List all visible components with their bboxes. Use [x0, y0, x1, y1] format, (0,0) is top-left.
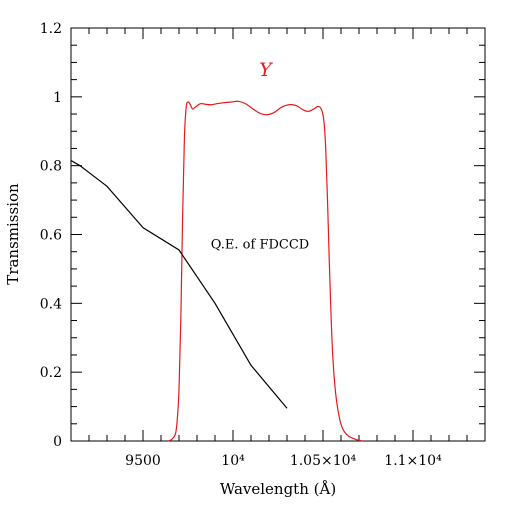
x-tick-label: 9500	[125, 453, 161, 469]
y-tick-label: 0.6	[40, 228, 62, 244]
annotations: Y Q.E. of FDCCD	[211, 59, 309, 252]
x-tick-labels: 9500 10⁴ 1.05×10⁴ 1.1×10⁴	[125, 453, 442, 469]
series-lines	[70, 100, 363, 442]
y-tick-label: 1.2	[40, 21, 62, 37]
x-tick-label: 1.05×10⁴	[290, 453, 357, 469]
y-series-label: Y	[259, 59, 274, 81]
y-axis-title: Transmission	[4, 183, 22, 285]
qe-curve	[70, 159, 288, 409]
axis-ticks	[70, 27, 486, 442]
y-tick-label: 1	[53, 90, 62, 106]
y-filter-curve	[167, 100, 363, 442]
y-tick-label: 0.2	[40, 365, 62, 381]
plot-frame	[70, 27, 486, 442]
y-tick-label: 0.4	[40, 296, 62, 312]
x-axis-title: Wavelength (Å)	[220, 480, 336, 498]
y-tick-label: 0.8	[40, 159, 62, 175]
y-tick-label: 0	[53, 434, 62, 450]
qe-annotation: Q.E. of FDCCD	[211, 237, 309, 252]
y-tick-labels: 0 0.2 0.4 0.6 0.8 1 1.2	[40, 21, 62, 450]
x-tick-label: 1.1×10⁴	[384, 453, 442, 469]
x-tick-label: 10⁴	[221, 453, 245, 469]
